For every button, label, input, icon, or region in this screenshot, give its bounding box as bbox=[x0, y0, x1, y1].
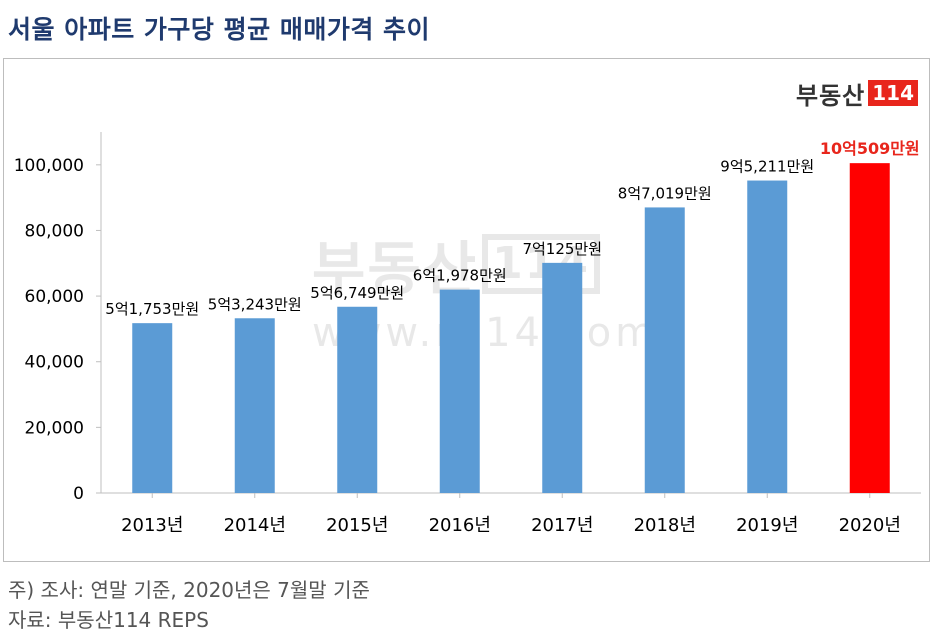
bar bbox=[132, 323, 173, 493]
bar bbox=[337, 306, 378, 493]
data-label: 5억6,749만원 bbox=[310, 284, 404, 302]
data-label: 9억5,211만원 bbox=[720, 158, 814, 176]
bar bbox=[542, 262, 583, 493]
x-tick-label: 2014년 bbox=[224, 515, 286, 536]
data-label: 10억509만원 bbox=[820, 139, 920, 158]
data-label: 6억1,978만원 bbox=[413, 267, 507, 285]
data-label: 8억7,019만원 bbox=[618, 184, 712, 202]
x-tick-label: 2020년 bbox=[839, 515, 901, 536]
data-label: 7억125만원 bbox=[522, 240, 602, 258]
y-tick-label: 0 bbox=[73, 484, 84, 504]
y-tick-label: 60,000 bbox=[25, 287, 84, 307]
y-tick-label: 80,000 bbox=[25, 221, 84, 241]
footnote-survey: 주) 조사: 연말 기준, 2020년은 7월말 기준 bbox=[8, 578, 370, 602]
bar bbox=[439, 289, 480, 493]
bar bbox=[644, 207, 685, 493]
x-tick-label: 2017년 bbox=[531, 515, 593, 536]
x-tick-label: 2019년 bbox=[736, 515, 798, 536]
brand-logo: 부동산 114 bbox=[796, 78, 918, 110]
x-tick-label: 2015년 bbox=[326, 515, 388, 536]
x-tick-label: 2013년 bbox=[121, 515, 183, 536]
x-tick-label: 2018년 bbox=[634, 515, 696, 536]
data-label: 5억1,753만원 bbox=[105, 300, 199, 318]
bar bbox=[747, 180, 788, 494]
y-tick-label: 20,000 bbox=[25, 418, 84, 438]
bar bbox=[849, 163, 890, 493]
y-tick-label: 100,000 bbox=[14, 156, 84, 176]
chart-title: 서울 아파트 가구당 평균 매매가격 추이 bbox=[8, 15, 431, 44]
logo-brand-text: 부동산 bbox=[796, 81, 866, 110]
x-tick-label: 2016년 bbox=[429, 515, 491, 536]
footnote-source: 자료: 부동산114 REPS bbox=[8, 608, 209, 632]
logo-number: 114 bbox=[868, 80, 918, 106]
y-tick-label: 40,000 bbox=[25, 353, 84, 373]
bar bbox=[234, 318, 275, 493]
data-label: 5억3,243만원 bbox=[208, 295, 302, 313]
